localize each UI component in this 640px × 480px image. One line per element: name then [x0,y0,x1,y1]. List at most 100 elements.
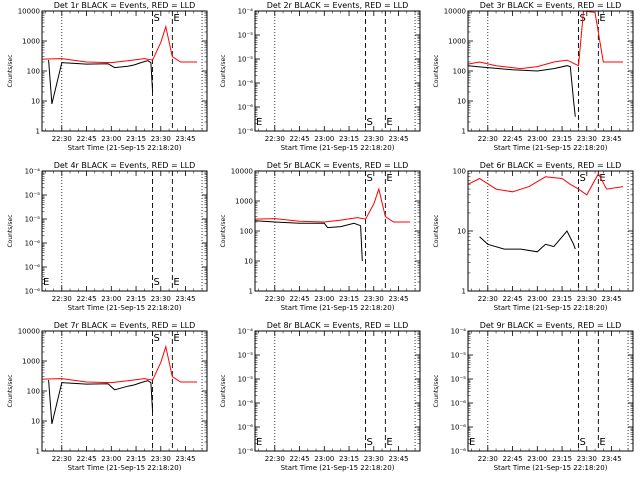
x-tick-label: 22:45 [502,135,522,143]
y-tick-label: 10⁻⁶ [451,400,467,408]
y-tick-label: 10⁻⁵ [238,376,254,384]
chart-title: Det 8r BLACK = Events, RED = LLD [267,321,409,330]
plot-frame [41,330,208,452]
x-axis-label: Start Time (21-Sep-15 22:18:20) [281,304,395,312]
x-tick-label: 23:30 [577,455,597,463]
x-tick-label: 23:45 [388,135,408,143]
x-axis-label: Start Time (21-Sep-15 22:18:20) [494,304,608,312]
y-tick-label: 10⁻⁶ [25,240,41,248]
y-tick-label: 10⁻⁶ [238,128,254,136]
plot-frame [467,330,634,452]
plot-frame [41,10,208,132]
start-marker-label: S [580,437,586,448]
y-tick-label: 10⁻⁶ [451,448,467,456]
x-axis-label: Start Time (21-Sep-15 22:18:20) [68,464,182,472]
x-tick-label: 22:45 [76,135,96,143]
end-marker-label-left: E [256,437,262,448]
x-tick-label: 22:30 [52,455,72,463]
y-axis-label: Counts/sec [7,214,14,247]
y-tick-label: 10⁻⁵ [238,352,254,360]
chart-panel-2: Det 2r BLACK = Events, RED = LLD Counts/s… [220,1,421,152]
x-tick-label: 22:45 [76,455,96,463]
chart-panel-3: Det 3r BLACK = Events, RED = LLD Counts/s… [433,1,634,152]
x-tick-label: 23:00 [101,455,121,463]
end-marker-label: E [599,13,605,24]
y-tick-label: 10 [31,418,40,426]
x-tick-label: 23:45 [175,295,195,303]
chart-panel-1: Det 1r BLACK = Events, RED = LLD Counts/s… [7,1,208,152]
x-tick-label: 23:45 [175,455,195,463]
plot-frame [467,170,634,292]
start-marker-label: S [580,173,586,184]
x-tick-label: 23:00 [314,295,334,303]
series-line-events [48,380,154,425]
x-axis-label: Start Time (21-Sep-15 22:18:20) [68,144,182,152]
start-marker-label: S [154,277,160,288]
x-tick-label: 23:15 [552,135,572,143]
y-tick-label: 100 [240,228,253,236]
series-line-lld [467,172,624,196]
x-tick-label: 22:45 [289,295,309,303]
y-tick-label: 10⁻⁵ [238,56,254,64]
y-tick-label: 1 [36,448,40,456]
y-tick-label: 10⁻⁵ [25,216,41,224]
series-line-events [48,60,154,105]
x-tick-label: 23:45 [175,135,195,143]
chart-title: Det 5r BLACK = Events, RED = LLD [267,161,409,170]
x-tick-label: 23:30 [364,455,384,463]
x-tick-label: 23:15 [339,135,359,143]
series-line-lld [254,187,411,223]
end-marker-label: E [173,13,179,24]
y-tick-label: 100 [453,168,466,176]
series-line-lld [41,24,198,64]
y-tick-label: 10⁻⁶ [25,288,41,296]
x-tick-label: 23:00 [527,295,547,303]
y-tick-label: 10 [244,258,253,266]
chart-title: Det 3r BLACK = Events, RED = LLD [480,1,622,10]
x-tick-label: 22:45 [76,295,96,303]
x-tick-label: 23:00 [527,455,547,463]
x-tick-label: 23:45 [388,455,408,463]
end-marker-label: E [599,437,605,448]
y-tick-label: 1 [462,128,466,136]
end-marker-label: E [386,173,392,184]
y-tick-label: 1 [462,288,466,296]
x-tick-label: 23:15 [552,295,572,303]
x-tick-label: 22:45 [289,135,309,143]
y-axis-label: Counts/sec [220,54,227,87]
y-tick-label: 10⁻⁶ [238,400,254,408]
y-tick-label: 10⁻⁴ [238,328,254,336]
start-marker-label: S [154,13,160,24]
end-marker-label: E [173,333,179,344]
x-tick-label: 22:30 [265,295,285,303]
x-tick-label: 23:00 [314,455,334,463]
chart-panel-6: Det 6r BLACK = Events, RED = LLD Counts/s… [433,161,634,312]
x-tick-label: 22:30 [265,135,285,143]
plot-frame [254,10,421,132]
y-tick-label: 10000 [231,168,253,176]
chart-title: Det 4r BLACK = Events, RED = LLD [54,161,196,170]
start-marker-label: S [367,117,373,128]
y-tick-label: 10⁻⁵ [238,32,254,40]
series-line-lld [41,344,198,384]
y-tick-label: 1 [36,128,40,136]
y-tick-label: 1000 [22,38,40,46]
end-marker-label: E [599,173,605,184]
x-axis-label: Start Time (21-Sep-15 22:18:20) [494,464,608,472]
y-tick-label: 100 [453,68,466,76]
x-tick-label: 23:15 [126,135,146,143]
y-axis-label: Counts/sec [7,374,14,407]
y-tick-label: 1000 [235,198,253,206]
y-axis-label: Counts/sec [433,54,440,87]
y-tick-label: 10⁻⁵ [451,352,467,360]
series-line-lld [467,10,624,70]
chart-title: Det 1r BLACK = Events, RED = LLD [54,1,196,10]
end-marker-label-left: E [43,277,49,288]
end-marker-label: E [386,117,392,128]
x-tick-label: 23:30 [151,455,171,463]
y-tick-label: 10⁻⁵ [25,192,41,200]
x-tick-label: 23:45 [601,295,621,303]
y-tick-label: 100 [27,388,40,396]
y-axis-label: Counts/sec [220,374,227,407]
